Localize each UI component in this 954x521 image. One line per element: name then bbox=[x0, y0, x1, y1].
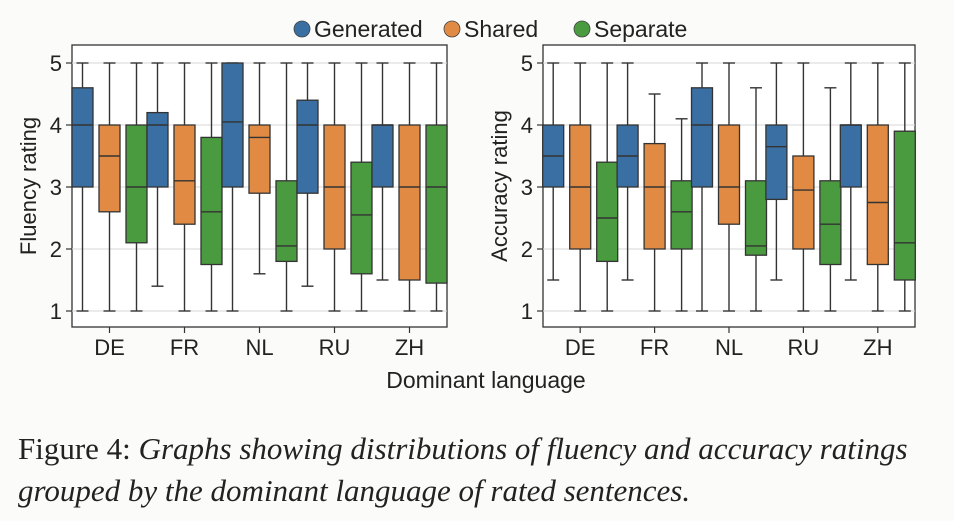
legend-item-generated: Generated bbox=[293, 16, 423, 42]
box-shared-de bbox=[569, 62, 592, 312]
y-tick-label: 3 bbox=[521, 175, 533, 200]
box-separate-ru bbox=[819, 87, 842, 312]
box-generated-fr bbox=[616, 62, 639, 281]
box-separate-de bbox=[596, 62, 619, 312]
box-shared-fr bbox=[643, 93, 666, 312]
box-body bbox=[398, 124, 421, 281]
box-body bbox=[350, 161, 373, 275]
figure-caption: Figure 4: Graphs showing distributions o… bbox=[18, 428, 938, 512]
y-tick-label: 5 bbox=[50, 51, 62, 76]
box-shared-de bbox=[98, 62, 121, 312]
chart-canvas: Generated Shared Separate 1 2 3 4 5 Fluency rat… bbox=[16, 16, 916, 393]
box-shared-ru bbox=[323, 62, 346, 312]
box-shared-zh bbox=[398, 62, 421, 312]
box-body bbox=[371, 124, 394, 188]
legend-label: Separate bbox=[594, 16, 687, 42]
box-body bbox=[670, 180, 693, 250]
box-separate-de bbox=[125, 62, 148, 312]
box-shared-nl bbox=[248, 62, 271, 275]
box-shared-fr bbox=[173, 62, 196, 312]
legend-marker bbox=[293, 20, 311, 38]
box-shared-ru bbox=[792, 62, 815, 312]
x-tick-label: DE bbox=[565, 335, 596, 360]
box-body bbox=[248, 124, 271, 194]
box-generated-de bbox=[542, 62, 565, 281]
box-body bbox=[200, 136, 223, 266]
box-generated-nl bbox=[221, 62, 244, 312]
chart-panel-1: 1 2 3 4 5 Fluency rating DE FR NL RU ZH bbox=[16, 44, 448, 360]
box-body bbox=[98, 124, 121, 213]
box-generated-ru bbox=[296, 62, 319, 287]
y-tick-label: 2 bbox=[50, 237, 62, 262]
box-shared-nl bbox=[717, 62, 741, 312]
x-tick-label: RU bbox=[319, 335, 351, 360]
legend-label: Generated bbox=[314, 16, 423, 42]
y-tick-label: 2 bbox=[521, 237, 533, 262]
box-generated-zh bbox=[839, 62, 862, 281]
box-body bbox=[866, 124, 889, 266]
x-tick-label: ZH bbox=[395, 335, 424, 360]
box-body bbox=[425, 124, 448, 284]
x-tick-label: DE bbox=[94, 335, 125, 360]
y-tick-label: 4 bbox=[521, 113, 533, 138]
box-separate-zh bbox=[893, 62, 916, 312]
legend-marker bbox=[573, 20, 591, 38]
box-generated-zh bbox=[371, 62, 394, 281]
y-axis-label: Accuracy rating bbox=[487, 110, 512, 262]
box-separate-ru bbox=[350, 62, 373, 312]
legend-label: Shared bbox=[464, 16, 538, 42]
y-tick-label: 1 bbox=[521, 299, 533, 324]
box-body bbox=[173, 124, 196, 225]
box-body bbox=[221, 62, 244, 188]
box-body bbox=[819, 180, 842, 266]
box-body bbox=[792, 155, 815, 250]
box-body bbox=[296, 99, 319, 194]
box-body bbox=[71, 87, 94, 188]
box-body bbox=[690, 87, 714, 188]
caption-text: Graphs showing distributions of fluency … bbox=[18, 431, 908, 508]
box-shared-zh bbox=[866, 62, 889, 312]
x-tick-label: FR bbox=[170, 335, 199, 360]
legend-marker bbox=[443, 20, 461, 38]
x-tick-label: NL bbox=[245, 335, 273, 360]
y-axis-label: Fluency rating bbox=[16, 117, 41, 255]
box-body bbox=[275, 180, 298, 263]
chart-panels: 1 2 3 4 5 Fluency rating DE FR NL RU ZH 1 2 3 4 5 Accura… bbox=[16, 44, 916, 360]
box-separate-nl bbox=[275, 62, 298, 312]
box-generated-de bbox=[71, 62, 94, 312]
y-tick-label: 4 bbox=[50, 113, 62, 138]
box-separate-zh bbox=[425, 62, 448, 312]
box-separate-fr bbox=[200, 62, 223, 312]
box-generated-fr bbox=[146, 62, 169, 287]
box-separate-fr bbox=[670, 118, 693, 312]
box-body bbox=[125, 124, 148, 244]
box-generated-ru bbox=[765, 62, 788, 281]
box-body bbox=[893, 130, 916, 281]
box-body bbox=[717, 124, 741, 225]
legend-item-separate: Separate bbox=[573, 16, 687, 42]
box-generated-nl bbox=[690, 62, 714, 312]
box-body bbox=[596, 161, 619, 263]
box-separate-nl bbox=[744, 87, 768, 312]
box-body bbox=[744, 180, 768, 256]
x-tick-label: ZH bbox=[863, 335, 892, 360]
x-tick-label: RU bbox=[788, 335, 820, 360]
box-body bbox=[643, 142, 666, 250]
y-tick-label: 1 bbox=[50, 299, 62, 324]
chart-panel-2: 1 2 3 4 5 Accuracy rating DE FR NL RU ZH bbox=[487, 44, 916, 360]
box-body bbox=[146, 111, 169, 188]
box-body bbox=[765, 124, 788, 201]
box-body bbox=[839, 124, 862, 188]
y-tick-label: 5 bbox=[521, 51, 533, 76]
caption-label: Figure 4: bbox=[18, 431, 131, 466]
shared-x-axis-label: Dominant language bbox=[386, 367, 585, 393]
legend: Generated Shared Separate bbox=[293, 16, 687, 42]
x-tick-label: FR bbox=[640, 335, 669, 360]
legend-item-shared: Shared bbox=[443, 16, 538, 42]
y-tick-label: 3 bbox=[50, 175, 62, 200]
x-tick-label: NL bbox=[715, 335, 743, 360]
